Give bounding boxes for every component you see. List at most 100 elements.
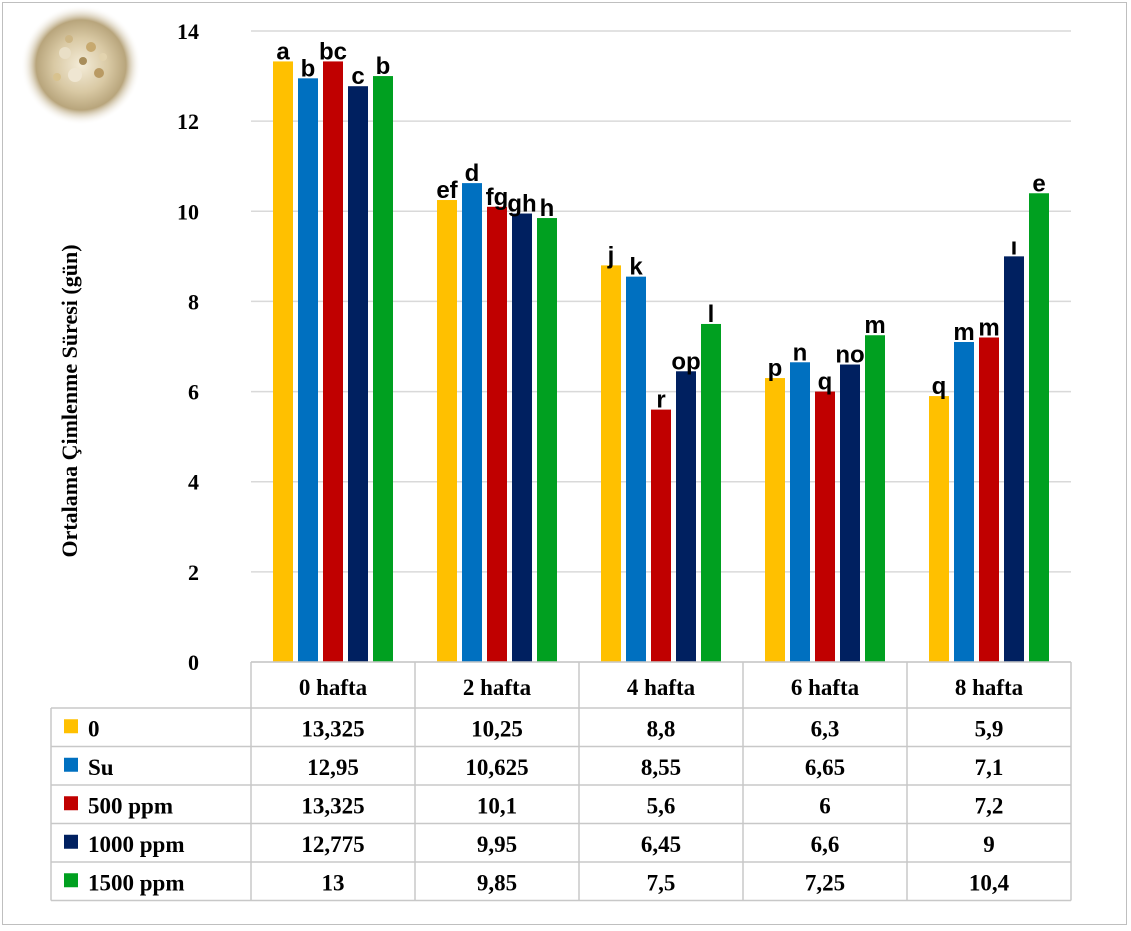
- table-cell-value: 7,25: [805, 870, 845, 895]
- legend-swatch: [64, 834, 78, 849]
- bar: [790, 362, 810, 662]
- table-cell-value: 10,1: [477, 793, 517, 818]
- table-cell-value: 9,85: [477, 870, 517, 895]
- bar: [323, 61, 343, 662]
- legend-swatch: [64, 873, 78, 888]
- significance-letter: n: [793, 339, 808, 366]
- significance-letter: ef: [436, 177, 458, 204]
- table-cell-value: 7,5: [647, 870, 676, 895]
- significance-letter: d: [465, 160, 480, 187]
- significance-letter: e: [1032, 170, 1045, 197]
- y-tick-label: 0: [188, 650, 199, 675]
- significance-letter: bc: [319, 38, 347, 65]
- significance-letter: h: [540, 195, 555, 222]
- significance-letter: b: [376, 53, 391, 80]
- table-cell-value: 9: [983, 832, 995, 857]
- significance-letter: m: [953, 319, 974, 346]
- bar: [373, 76, 393, 663]
- table-cell-value: 6: [819, 793, 831, 818]
- series-name: Su: [88, 755, 114, 780]
- series-name: 1000 ppm: [88, 832, 185, 857]
- bar: [765, 378, 785, 662]
- significance-letter: no: [835, 342, 864, 369]
- table-cell-value: 10,4: [969, 870, 1010, 895]
- table-cell-value: 8,55: [641, 755, 681, 780]
- significance-letter: q: [818, 369, 833, 396]
- category-label: 8 hafta: [955, 675, 1024, 700]
- bar: [487, 206, 507, 662]
- bar: [537, 218, 557, 662]
- table-cell-value: 6,6: [811, 832, 840, 857]
- bar: [676, 371, 696, 662]
- category-label: 4 hafta: [627, 675, 696, 700]
- significance-letter: c: [351, 63, 364, 90]
- bar-chart: 0 2 4 6 8 10 12 14 Ortalama Çimlenme Süresi (gü…: [21, 5, 1072, 902]
- significance-letter: r: [656, 387, 665, 414]
- table-cell-value: 9,95: [477, 832, 517, 857]
- bar: [840, 364, 860, 662]
- bar: [273, 61, 293, 662]
- bar: [865, 335, 885, 662]
- significance-letter: q: [932, 373, 947, 400]
- significance-letter: j: [607, 242, 615, 269]
- bar: [601, 265, 621, 662]
- y-axis-label: Ortalama Çimlenme Süresi (gün): [57, 244, 82, 557]
- flower-photo-icon: [21, 5, 141, 125]
- significance-letter: m: [864, 312, 885, 339]
- series-name: 500 ppm: [88, 793, 173, 818]
- table-cell-value: 10,625: [465, 755, 528, 780]
- table-cell-value: 6,45: [641, 832, 681, 857]
- y-tick-label: 12: [177, 109, 199, 134]
- significance-letter: k: [629, 254, 643, 281]
- category-label: 0 hafta: [299, 675, 368, 700]
- bar: [626, 276, 646, 662]
- legend-swatch: [64, 796, 78, 811]
- table-cell-value: 7,1: [975, 755, 1004, 780]
- y-tick-label: 4: [188, 470, 199, 495]
- significance-letter: a: [276, 38, 290, 65]
- significance-letter: fg: [486, 184, 509, 211]
- y-tick-label: 14: [177, 19, 199, 44]
- bar: [979, 337, 999, 662]
- table-cell-value: 5,6: [647, 793, 676, 818]
- category-label: 6 hafta: [791, 675, 860, 700]
- significance-letter: op: [671, 348, 700, 375]
- significance-letter: ı: [1011, 233, 1018, 260]
- table-cell-value: 13,325: [301, 716, 364, 741]
- significance-letter: m: [978, 314, 999, 341]
- bar: [651, 409, 671, 662]
- series-name: 1500 ppm: [88, 870, 185, 895]
- table-cell-value: 8,8: [647, 716, 676, 741]
- table-cell-value: 12,95: [307, 755, 359, 780]
- bar: [954, 341, 974, 662]
- significance-letter: p: [768, 355, 783, 382]
- significance-letter: gh: [507, 191, 536, 218]
- bar: [929, 396, 949, 662]
- legend-swatch: [64, 757, 78, 772]
- table-cell-value: 7,2: [975, 793, 1004, 818]
- table-cell-value: 13,325: [301, 793, 364, 818]
- table-cell-value: 13: [322, 870, 345, 895]
- significance-letter: b: [301, 55, 316, 82]
- table-cell-value: 6,3: [811, 716, 840, 741]
- bar: [701, 323, 721, 662]
- table-cell-value: 6,65: [805, 755, 845, 780]
- legend-swatch: [64, 719, 78, 734]
- bar: [512, 213, 532, 662]
- y-tick-label: 10: [177, 199, 199, 224]
- bar: [348, 86, 368, 662]
- significance-letter: l: [708, 301, 715, 328]
- table-cell-value: 10,25: [471, 716, 523, 741]
- series-name: 0: [88, 716, 100, 741]
- bar: [462, 183, 482, 662]
- table-cell-value: 12,775: [301, 832, 364, 857]
- category-label: 2 hafta: [463, 675, 532, 700]
- bar: [437, 200, 457, 662]
- y-tick-label: 6: [188, 380, 199, 405]
- table-cell-value: 5,9: [975, 716, 1004, 741]
- bar: [298, 78, 318, 662]
- bar: [1029, 193, 1049, 662]
- y-tick-label: 8: [188, 289, 199, 314]
- bar: [815, 391, 835, 662]
